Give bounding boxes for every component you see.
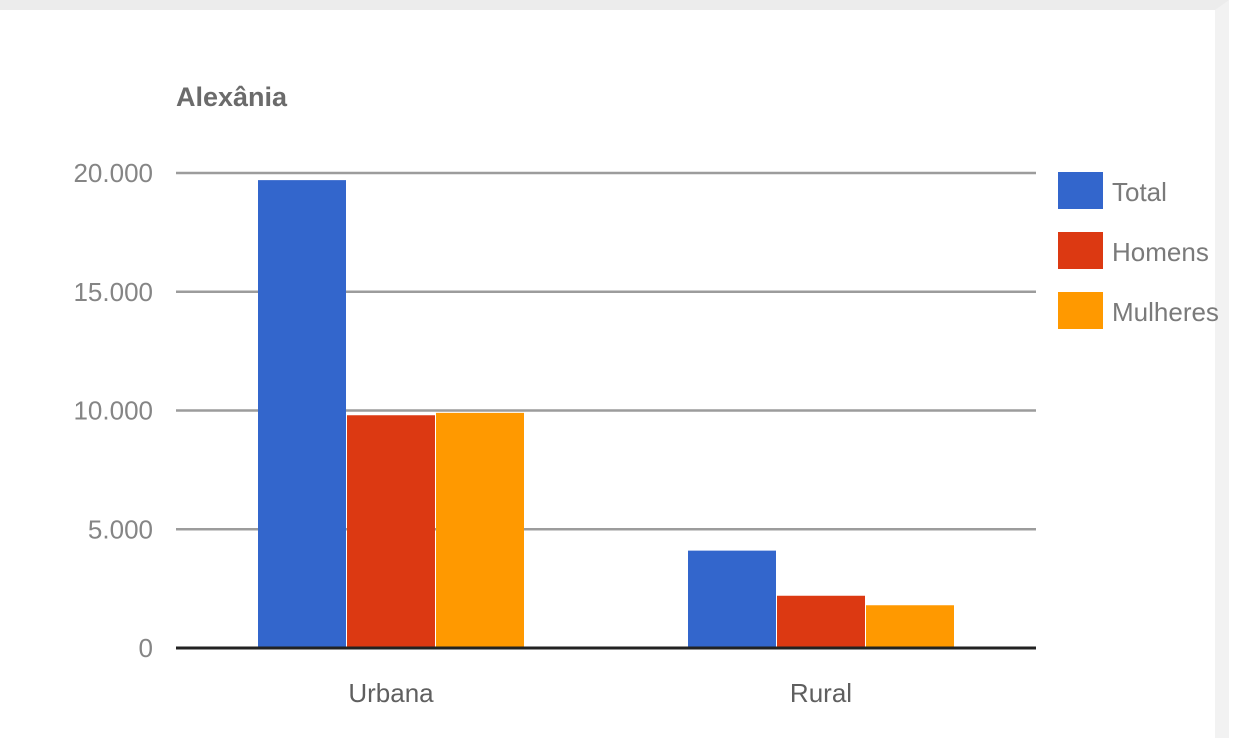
legend-swatch-total[interactable] — [1058, 172, 1103, 209]
y-tick-label: 20.000 — [73, 158, 153, 188]
legend-label-total[interactable]: Total — [1112, 177, 1167, 207]
legend[interactable]: Total Homens Mulheres — [1058, 172, 1219, 329]
legend-swatch-mulheres[interactable] — [1058, 292, 1103, 329]
y-tick-label: 15.000 — [73, 277, 153, 307]
y-axis-ticks: 0 5.000 10.000 15.000 20.000 — [73, 158, 153, 663]
y-tick-label: 10.000 — [73, 396, 153, 426]
bar-homens-urbana[interactable] — [347, 415, 435, 648]
bar-homens-rural[interactable] — [777, 595, 865, 648]
bar-mulheres-urbana[interactable] — [436, 412, 524, 648]
x-category-label: Urbana — [348, 678, 434, 708]
y-tick-label: 5.000 — [88, 514, 153, 544]
bar-total-urbana[interactable] — [258, 180, 346, 648]
bar-mulheres-rural[interactable] — [866, 605, 954, 648]
bar-total-rural[interactable] — [688, 550, 776, 648]
chart-title: Alexânia — [176, 82, 288, 112]
x-category-label: Rural — [790, 678, 852, 708]
y-tick-label: 0 — [139, 633, 153, 663]
bars — [258, 180, 954, 648]
legend-label-homens[interactable]: Homens — [1112, 237, 1209, 267]
legend-swatch-homens[interactable] — [1058, 232, 1103, 269]
legend-label-mulheres[interactable]: Mulheres — [1112, 297, 1219, 327]
x-axis-categories: Urbana Rural — [348, 678, 852, 708]
